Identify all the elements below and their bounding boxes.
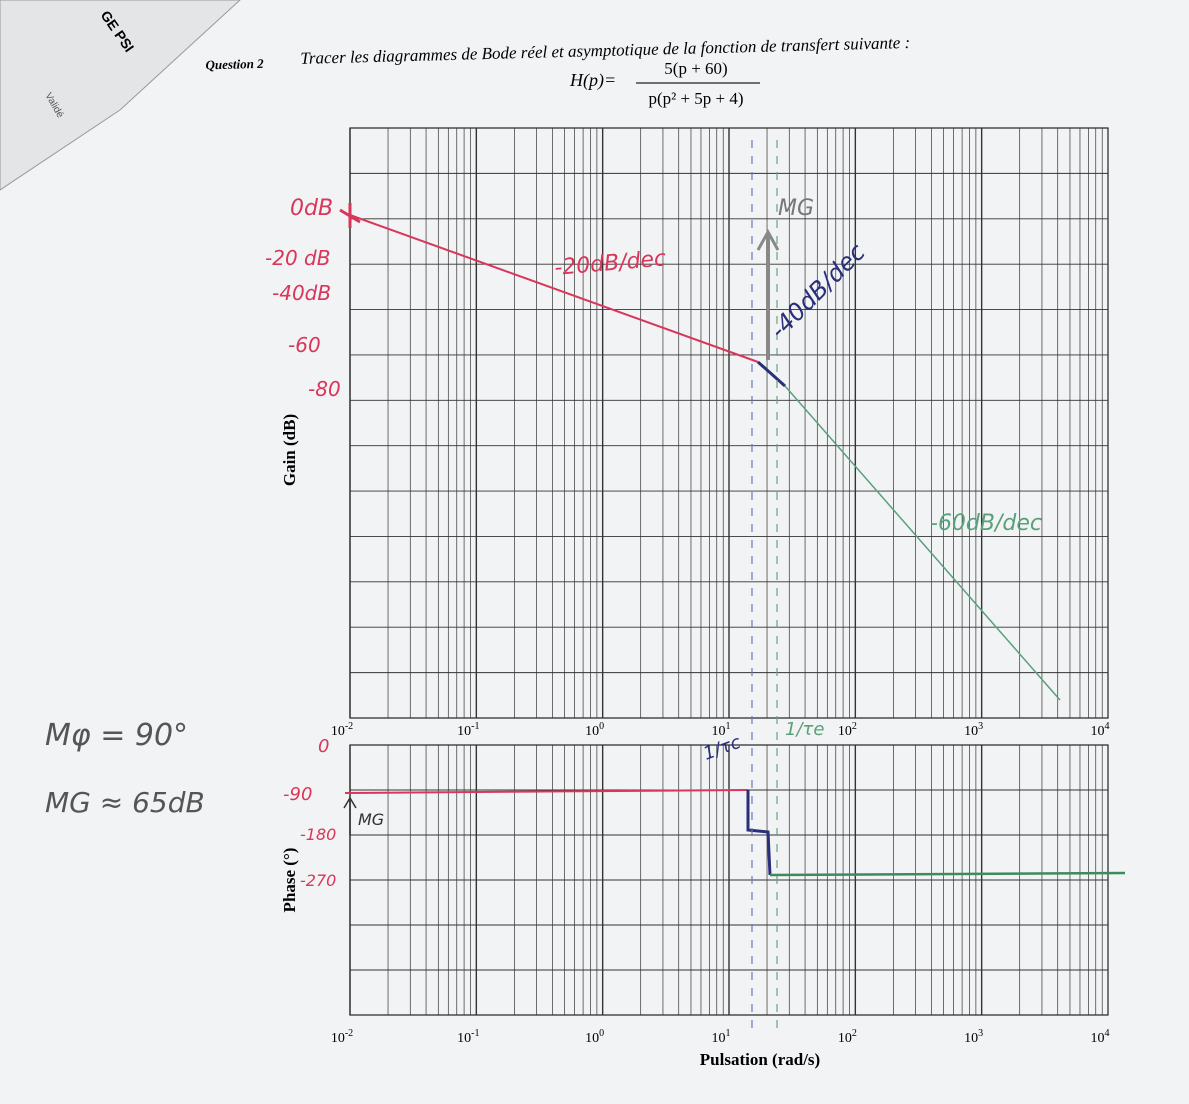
phase-y-label: Phase (°) — [280, 848, 299, 913]
hand-phase-mark: MG — [358, 810, 384, 829]
hand-gain-margin: MG ≈ 65dB — [45, 786, 205, 819]
hand-gain-level: -40dB — [272, 281, 331, 305]
hand-gain-level: 0dB — [290, 196, 333, 221]
hand-phase-level: -90 — [283, 784, 312, 805]
phase-x-label: Pulsation (rad/s) — [700, 1050, 820, 1069]
tick-base: 10 — [1091, 724, 1105, 739]
tick-base: 10 — [838, 1031, 852, 1046]
tick-exp: 2 — [852, 721, 857, 732]
gain-y-label: Gain (dB) — [280, 414, 299, 486]
tick-base: 10 — [1091, 1031, 1105, 1046]
formula-denominator: p(p² + 5p + 4) — [648, 89, 743, 108]
hand-phase-level: -180 — [300, 825, 336, 844]
hand-gain-level: -80 — [308, 377, 341, 401]
formula-numerator: 5(p + 60) — [664, 59, 727, 78]
tick-exp: -1 — [471, 1028, 479, 1039]
page-photo: GE PSI Validé Question 2 Tracer les diag… — [0, 0, 1189, 1104]
tick-base: 10 — [331, 724, 345, 739]
tick-exp: 4 — [1105, 1028, 1110, 1039]
tick-exp: 2 — [852, 1028, 857, 1039]
tick-exp: 3 — [978, 721, 983, 732]
hand-phase-margin: Mφ = 90° — [45, 718, 188, 753]
hand-gain-level: -20 dB — [265, 246, 330, 270]
question-label: Question 2 — [205, 56, 264, 73]
tick-exp: 0 — [599, 1028, 604, 1039]
hand-slope: -60dB/dec — [930, 511, 1042, 536]
tick-exp: -1 — [471, 721, 479, 732]
tick-exp: 1 — [726, 1028, 731, 1039]
tick-exp: 3 — [978, 1028, 983, 1039]
paper — [0, 0, 1189, 1104]
hand-phase-level: -270 — [300, 871, 336, 890]
tick-base: 10 — [712, 1031, 726, 1046]
tick-base: 10 — [585, 1031, 599, 1046]
tick-base: 10 — [712, 724, 726, 739]
hand-gain-mark: MG — [778, 196, 814, 221]
tick-exp: -2 — [345, 721, 353, 732]
tick-base: 10 — [585, 724, 599, 739]
tick-exp: 1 — [726, 721, 731, 732]
tick-base: 10 — [964, 1031, 978, 1046]
tick-exp: 4 — [1105, 721, 1110, 732]
formula-lhs: H(p)= — [569, 70, 616, 91]
hand-phase-level: 0 — [318, 736, 329, 757]
hand-corner: 1/τe — [785, 719, 824, 740]
tick-base: 10 — [964, 724, 978, 739]
tick-base: 10 — [457, 724, 471, 739]
tick-exp: 0 — [599, 721, 604, 732]
tick-exp: -2 — [345, 1028, 353, 1039]
tick-base: 10 — [457, 1031, 471, 1046]
tick-base: 10 — [838, 724, 852, 739]
hand-gain-level: -60 — [288, 333, 321, 357]
tick-base: 10 — [331, 1031, 345, 1046]
